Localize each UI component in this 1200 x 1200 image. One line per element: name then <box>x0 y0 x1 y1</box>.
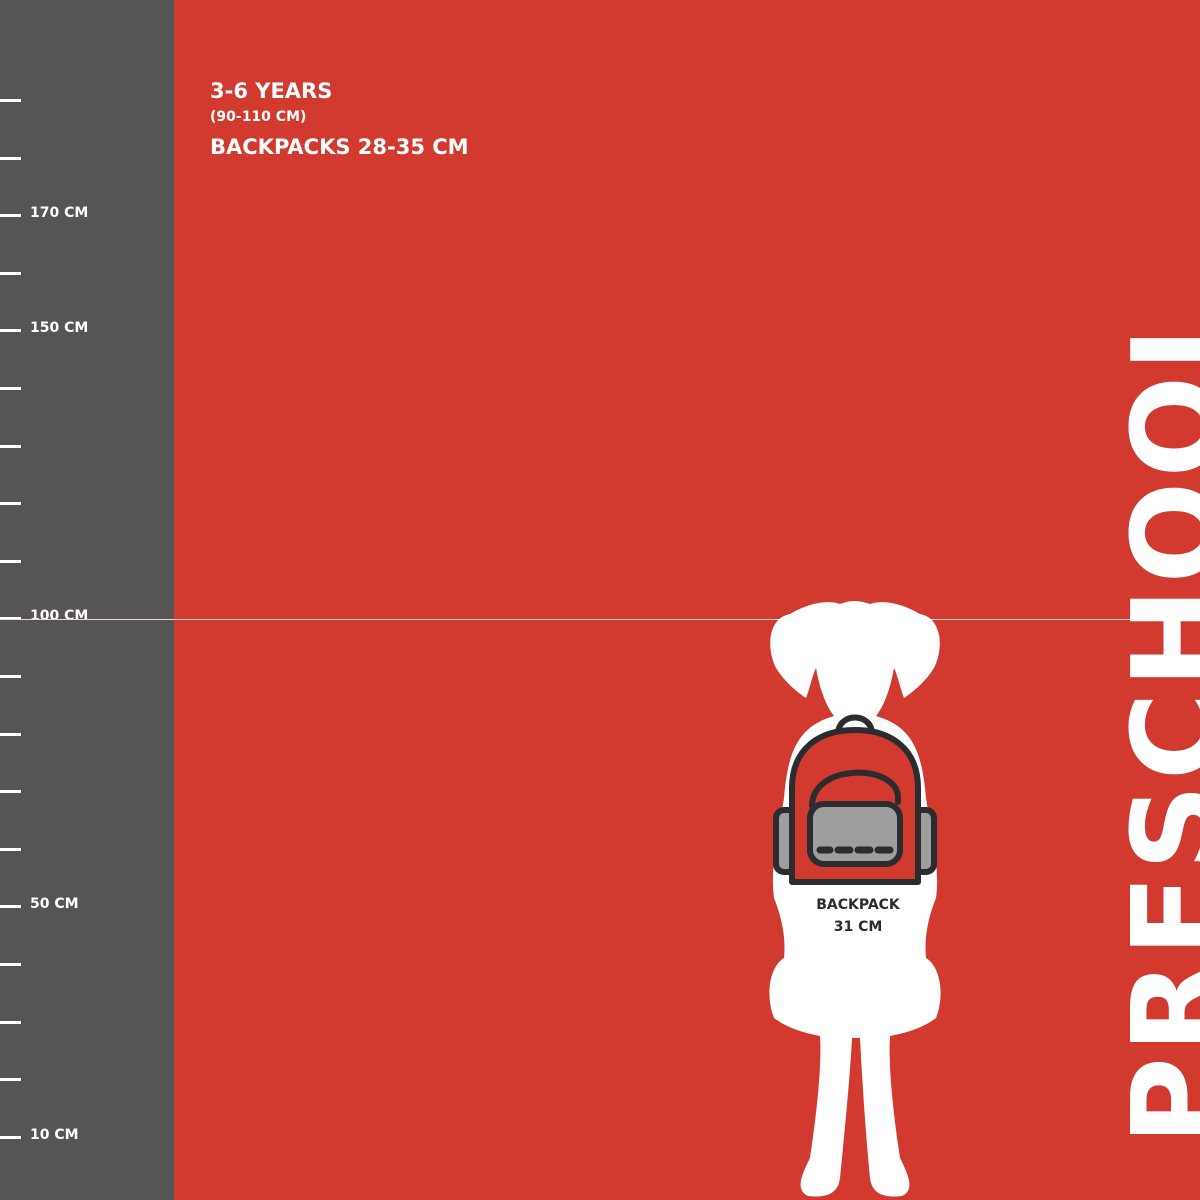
ruler-tick <box>0 271 21 275</box>
backpack-size-label: BACKPACK 31 CM <box>790 894 926 938</box>
ruler-tick <box>0 559 21 563</box>
ruler-tick <box>0 444 21 448</box>
category-title: PRESCHOOL <box>1108 291 1200 1145</box>
ruler-label: 50 CM <box>30 896 79 913</box>
ruler-label: 100 CM <box>30 608 89 625</box>
backpack-label: BACKPACK <box>816 897 900 913</box>
ruler-label: 150 CM <box>30 320 89 337</box>
ruler-tick <box>0 617 21 621</box>
ruler-tick <box>0 732 21 736</box>
ruler-label: 10 CM <box>30 1126 79 1143</box>
ruler-tick <box>0 1020 21 1024</box>
backpack-range: BACKPACKS 28-35 CM <box>210 135 469 159</box>
age-range: 3-6 YEARS <box>210 79 333 103</box>
ruler-tick <box>0 963 21 966</box>
height-ruler: 170 CM 150 CM 100 CM 50 CM 10 CM <box>0 0 174 1200</box>
ruler-tick <box>0 502 21 506</box>
ruler-tick <box>0 1135 21 1139</box>
girl-silhouette-icon <box>769 601 941 1197</box>
ruler-tick <box>0 1078 21 1082</box>
ruler-tick <box>0 675 21 678</box>
ruler-tick <box>0 790 21 794</box>
backpack-size: 31 CM <box>833 919 883 935</box>
ruler-tick <box>0 214 21 218</box>
height-range: (90-110 CM) <box>210 109 307 125</box>
ruler-tick <box>0 905 21 909</box>
ruler-tick <box>0 847 21 851</box>
ruler-tick <box>0 156 21 160</box>
ruler-tick <box>0 387 21 390</box>
ruler-tick <box>0 99 21 102</box>
100cm-reference-line <box>0 619 1200 620</box>
ruler-label: 170 CM <box>30 205 89 222</box>
ruler-tick <box>0 329 21 333</box>
